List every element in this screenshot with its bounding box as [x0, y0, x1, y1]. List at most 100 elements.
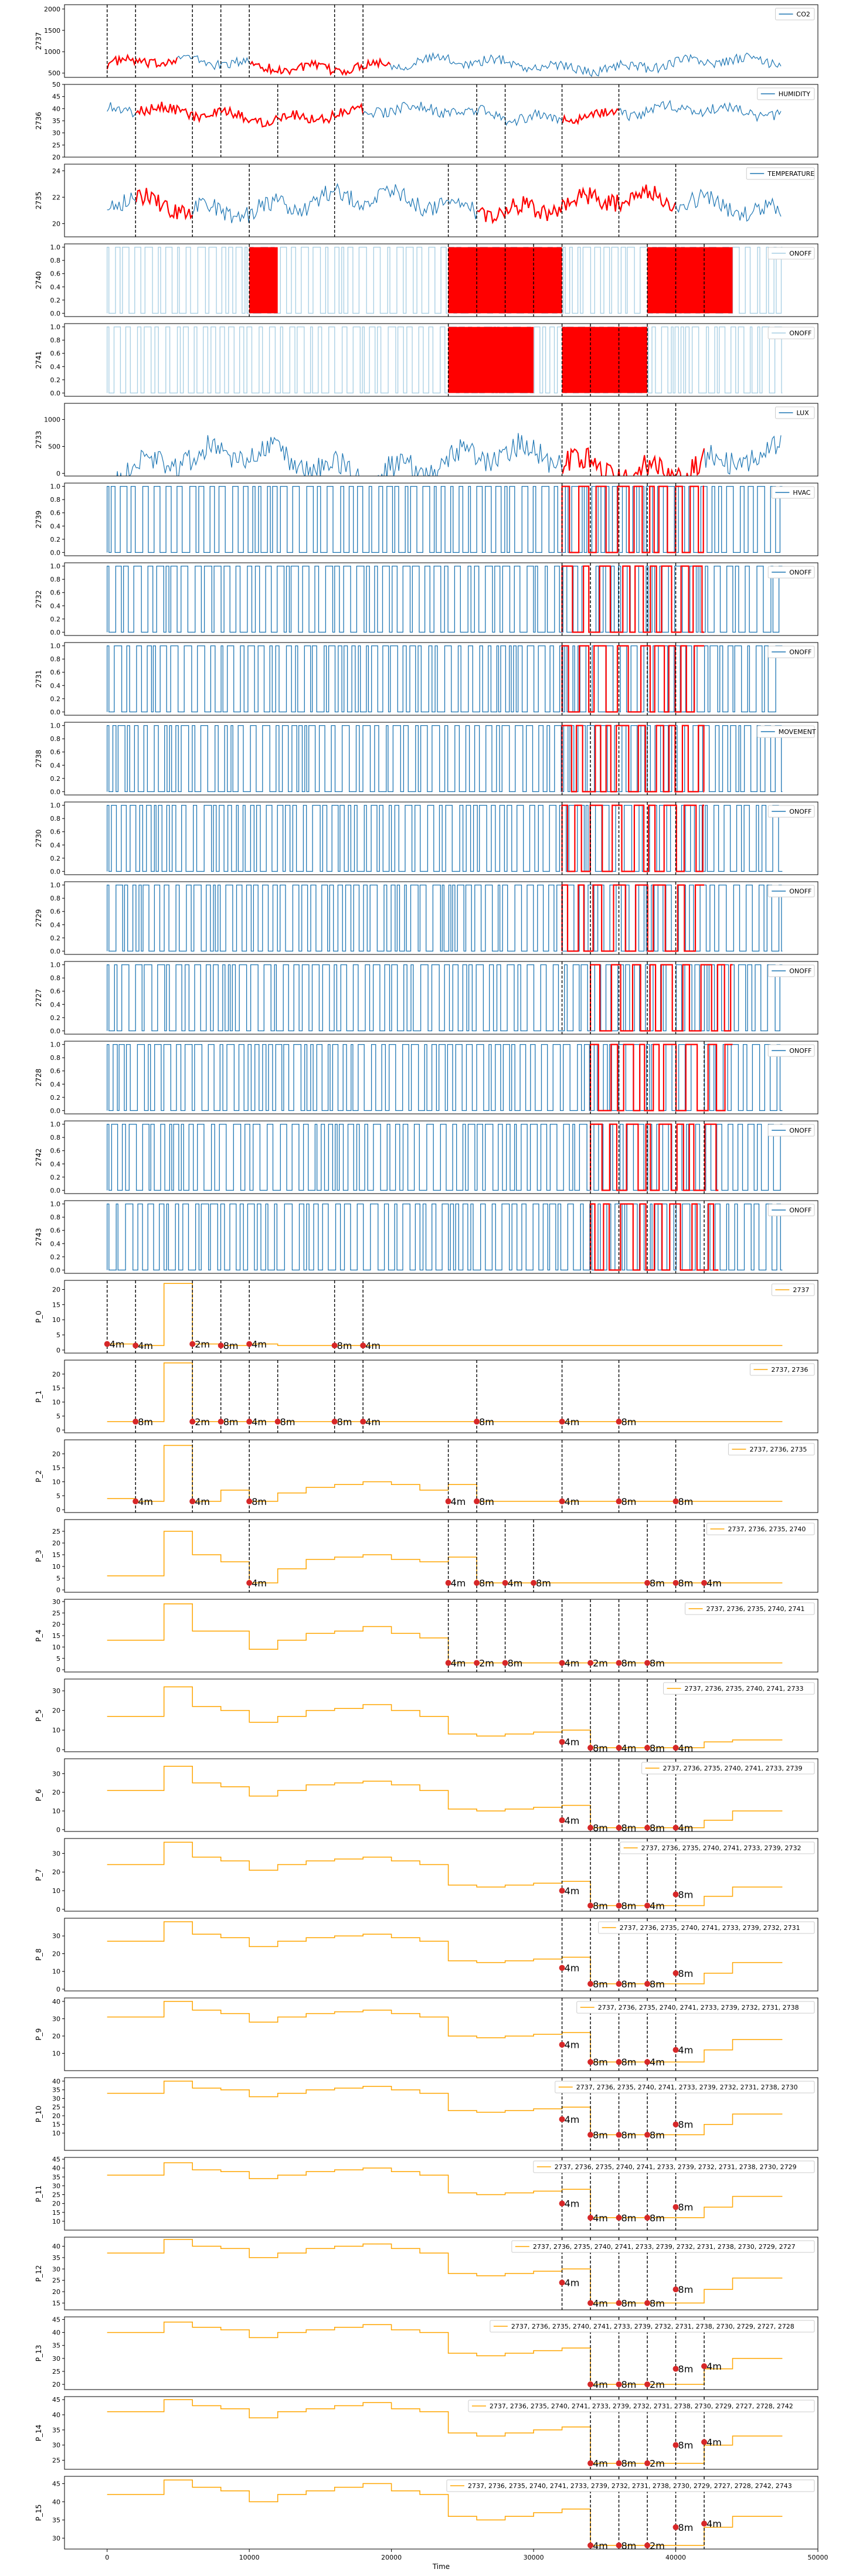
marker-label: 8m: [650, 1578, 665, 1589]
y-axis-label: 2733: [35, 431, 43, 449]
y-tick-label: 5: [56, 1331, 60, 1339]
y-axis-label: 2727: [35, 989, 43, 1007]
anomaly-segment: [561, 804, 704, 872]
marker-label: 4m: [252, 1578, 267, 1589]
y-tick-label: 25: [52, 2191, 60, 2199]
panel-frame: [64, 2476, 818, 2550]
y-axis-label: P_5: [35, 1710, 43, 1722]
marker-label: 8m: [138, 1416, 153, 1428]
y-tick-label: 1.0: [50, 882, 61, 889]
y-tick-label: 30: [52, 1850, 60, 1857]
anomaly-segment: [561, 485, 704, 553]
change-point-marker: [644, 2381, 651, 2388]
y-tick-label: 35: [52, 2086, 60, 2094]
y-tick-label: 0.8: [50, 496, 61, 504]
anomaly-segment: [562, 108, 620, 125]
marker-label: 8m: [621, 1416, 637, 1428]
y-tick-label: 0.4: [50, 841, 61, 849]
y-axis-label: P_12: [35, 2265, 43, 2282]
y-axis-label: P_6: [35, 1789, 43, 1802]
y-axis-label: 2739: [35, 511, 43, 529]
legend-box: [533, 2160, 815, 2173]
y-tick-label: 0: [56, 1986, 60, 1993]
marker-label: 4m: [593, 2458, 608, 2469]
y-tick-label: 1.0: [50, 722, 61, 730]
y-axis-label: 2730: [35, 830, 43, 848]
legend-box: [598, 1921, 815, 1934]
sensor-panel-4: 0.0 0.2 0.4 0.6 0.8 1.0 2741 ONOFF: [35, 323, 818, 397]
y-tick-label: 1000: [44, 48, 60, 56]
marker-label: 4m: [451, 1658, 466, 1669]
legend-label: 2737, 2736, 2735, 2740, 2741, 2733, 2739…: [490, 2402, 793, 2410]
y-axis-label: 2735: [35, 192, 43, 210]
cost-panel-6: 4m 8m 8m 8m 4m 0 10 20 30 P_6 2737, 2736, 2735, 27…: [35, 1758, 818, 1834]
change-point-marker: [189, 1418, 196, 1425]
marker-label: 8m: [479, 1416, 494, 1428]
legend-box: [767, 247, 815, 260]
change-point-marker: [644, 2214, 651, 2221]
change-point-marker: [246, 1498, 253, 1504]
marker-label: 4m: [593, 2379, 608, 2390]
anomaly-segment: [448, 247, 562, 314]
sensor-panel-13: 0.0 0.2 0.4 0.6 0.8 1.0 2728 ONOFF: [35, 1041, 818, 1114]
legend-label: ONOFF: [789, 967, 811, 975]
change-point-marker: [587, 2059, 594, 2065]
y-tick-label: 0.8: [50, 1134, 61, 1141]
marker-label: 8m: [536, 1578, 551, 1589]
series-line: [107, 1123, 783, 1191]
legend: ONOFF: [767, 1044, 815, 1057]
y-tick-label: 30: [52, 1598, 60, 1606]
marker-label: 4m: [252, 1339, 267, 1350]
legend: 2737, 2736, 2735: [728, 1443, 815, 1456]
y-tick-label: 20: [52, 220, 60, 227]
y-tick-label: 0.2: [50, 1014, 61, 1022]
y-tick-label: 0: [56, 1506, 60, 1514]
y-tick-label: 0.0: [50, 868, 61, 875]
marker-label: 2m: [650, 2379, 665, 2390]
legend-label: LUX: [797, 409, 810, 417]
legend: ONOFF: [767, 247, 815, 260]
change-point-marker: [360, 1418, 366, 1425]
y-tick-label: 0.8: [50, 655, 61, 663]
legend-label: 2737, 2736, 2735, 2740, 2741, 2733, 2739…: [533, 2243, 796, 2251]
y-tick-label: 0.2: [50, 855, 61, 862]
sensor-panel-10: 0.0 0.2 0.4 0.6 0.8 1.0 2730 ONOFF: [35, 801, 818, 875]
legend: ONOFF: [767, 1124, 815, 1137]
legend-label: 2737, 2736, 2735, 2740, 2741, 2733, 2739…: [576, 2084, 798, 2091]
marker-label: 8m: [621, 1496, 637, 1507]
legend-box: [728, 1443, 815, 1456]
sensor-panel-8: 0.0 0.2 0.4 0.6 0.8 1.0 2731 ONOFF: [35, 642, 818, 716]
plot-area: [107, 563, 783, 635]
change-point-marker: [587, 1902, 594, 1909]
y-tick-label: 50: [52, 81, 60, 89]
legend-label: 2737, 2736, 2735, 2740, 2741, 2733, 2739…: [468, 2482, 792, 2490]
y-tick-label: 0.6: [50, 1147, 61, 1155]
y-tick-label: 20: [52, 2112, 60, 2120]
anomaly-segment: [477, 184, 676, 225]
y-tick-label: 0: [56, 1347, 60, 1354]
y-tick-label: 20: [52, 154, 60, 161]
series-line: [107, 1044, 783, 1112]
legend-box: [767, 885, 815, 898]
marker-label: 4m: [593, 2298, 608, 2309]
change-point-marker: [559, 1817, 565, 1823]
y-axis-label: 2738: [35, 750, 43, 768]
marker-label: 8m: [593, 1742, 608, 1753]
cost-step-line: [107, 1445, 783, 1502]
sensor-panel-15: 0.0 0.2 0.4 0.6 0.8 1.0 2743 ONOFF: [35, 1200, 818, 1274]
change-point-marker: [502, 1660, 508, 1666]
y-tick-label: 1.0: [50, 643, 61, 650]
x-tick-label: 10000: [239, 2554, 260, 2561]
change-point-marker: [474, 1660, 480, 1666]
anomaly-segment: [249, 247, 278, 314]
legend: HUMIDITY: [757, 87, 815, 100]
marker-label: 8m: [593, 1900, 608, 1911]
plot-area: [107, 722, 783, 795]
y-tick-label: 0.6: [50, 1227, 61, 1235]
y-tick-label: 0: [56, 1746, 60, 1754]
y-tick-label: 0.6: [50, 988, 61, 995]
series-line: [107, 964, 783, 1032]
series-line: [107, 100, 782, 127]
y-tick-label: 45: [52, 2316, 60, 2323]
cost-panel-7: 4m 8m 8m 4m 8m 0 10 20 30 P_7 2737, 2736, 2735, 27…: [35, 1838, 818, 1914]
